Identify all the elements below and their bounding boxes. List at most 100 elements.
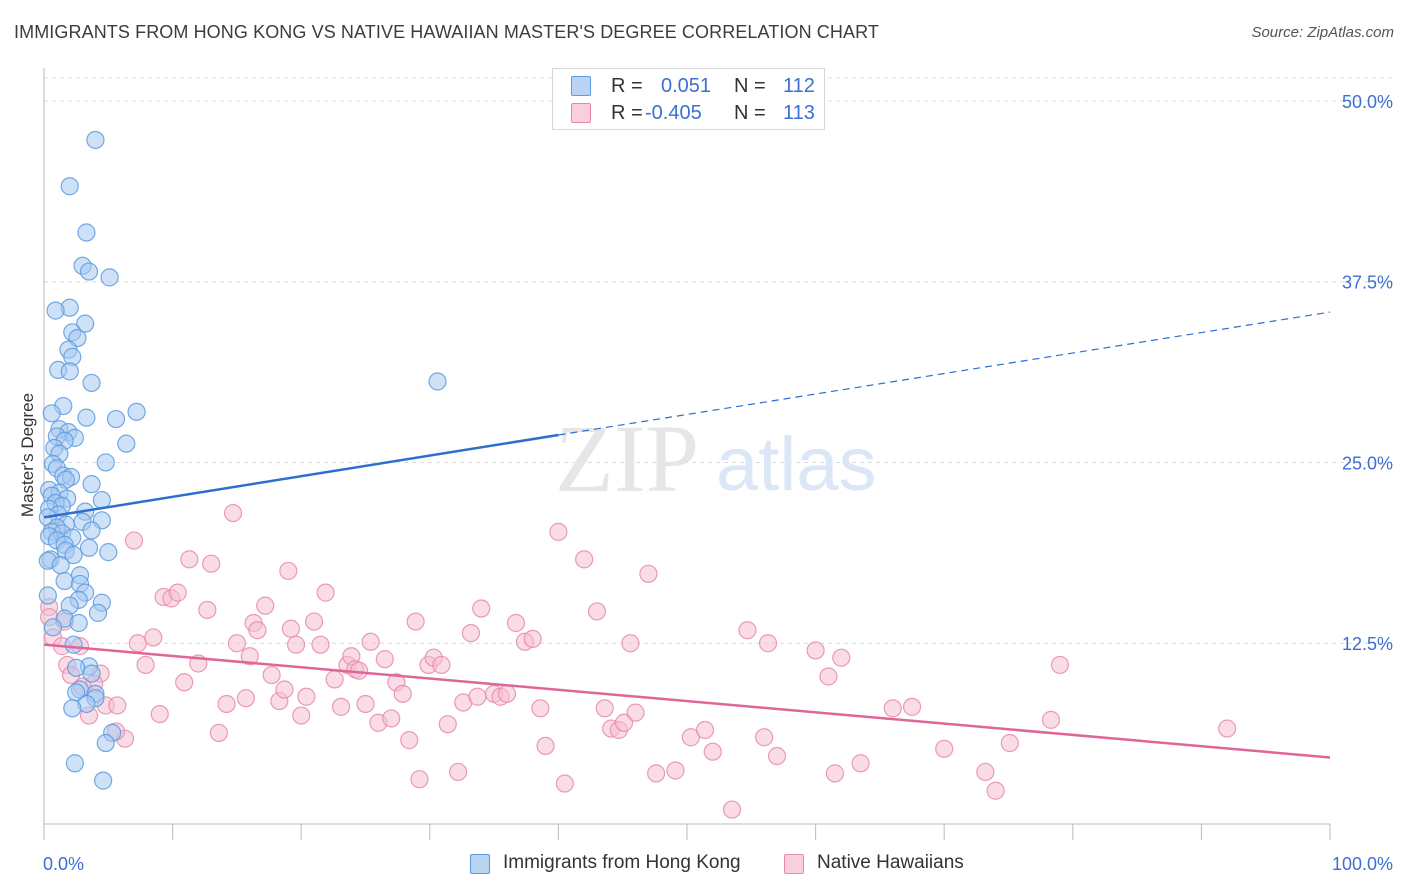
data-point-native-hawaiian bbox=[223, 503, 243, 523]
data-point-native-hawaiian bbox=[755, 728, 774, 747]
y-tick-label: 37.5% bbox=[1342, 273, 1393, 293]
data-point-native-hawaiian bbox=[217, 694, 236, 714]
y-tick-label: 25.0% bbox=[1342, 453, 1393, 473]
data-point-hong-kong bbox=[76, 314, 95, 333]
data-point-native-hawaiian bbox=[575, 550, 594, 569]
data-point-native-hawaiian bbox=[614, 713, 634, 732]
legend-swatch-blue bbox=[470, 854, 490, 874]
data-point-native-hawaiian bbox=[331, 697, 351, 716]
data-point-native-hawaiian bbox=[448, 762, 468, 782]
data-point-native-hawaiian bbox=[1050, 655, 1070, 675]
data-point-hong-kong bbox=[67, 658, 86, 677]
data-point-hong-kong bbox=[82, 521, 101, 540]
trend-line-hong-kong-extension bbox=[558, 311, 1331, 436]
data-point-native-hawaiian bbox=[297, 687, 316, 706]
data-point-hong-kong bbox=[69, 613, 88, 633]
data-point-native-hawaiian bbox=[275, 680, 294, 699]
data-point-native-hawaiian bbox=[279, 561, 298, 581]
data-point-hong-kong bbox=[428, 372, 447, 391]
data-point-native-hawaiian bbox=[523, 629, 542, 648]
data-point-native-hawaiian bbox=[703, 742, 722, 761]
data-point-native-hawaiian bbox=[262, 665, 281, 685]
data-point-hong-kong bbox=[65, 754, 84, 773]
data-point-native-hawaiian bbox=[549, 522, 568, 541]
data-point-native-hawaiian bbox=[375, 650, 394, 669]
tick-labels: 12.5% 25.0% 37.5% 50.0% 0.0% 100.0% bbox=[43, 92, 1393, 874]
data-point-native-hawaiian bbox=[851, 754, 870, 773]
data-point-native-hawaiian bbox=[468, 687, 487, 706]
data-point-native-hawaiian bbox=[986, 781, 1005, 800]
data-point-native-hawaiian bbox=[316, 583, 335, 602]
data-point-native-hawaiian bbox=[461, 624, 481, 643]
series-legend: Immigrants from Hong Kong Native Hawaiia… bbox=[0, 850, 1406, 880]
chart-title: IMMIGRANTS FROM HONG KONG VS NATIVE HAWA… bbox=[14, 22, 879, 42]
trend-lines bbox=[43, 311, 1331, 759]
data-point-native-hawaiian bbox=[292, 706, 311, 725]
data-point-native-hawaiian bbox=[536, 736, 555, 756]
data-point-native-hawaiian bbox=[722, 800, 742, 819]
chart-source: Source: ZipAtlas.com bbox=[1251, 24, 1394, 41]
data-point-native-hawaiian bbox=[128, 634, 147, 653]
data-point-hong-kong bbox=[96, 453, 115, 472]
data-point-hong-kong bbox=[42, 404, 61, 423]
data-point-hong-kong bbox=[99, 543, 118, 562]
legend-r-value: 0.051 bbox=[661, 75, 712, 97]
data-point-native-hawaiian bbox=[236, 689, 256, 708]
data-point-native-hawaiian bbox=[240, 647, 259, 666]
data-point-hong-kong bbox=[106, 409, 126, 429]
data-point-hong-kong bbox=[127, 402, 146, 421]
data-point-native-hawaiian bbox=[647, 764, 666, 783]
grid-lines bbox=[44, 77, 1392, 644]
data-point-native-hawaiian bbox=[595, 699, 614, 718]
data-point-native-hawaiian bbox=[286, 635, 306, 654]
data-point-native-hawaiian bbox=[819, 667, 838, 686]
data-point-hong-kong bbox=[86, 130, 105, 150]
data-point-hong-kong bbox=[63, 699, 82, 718]
data-point-hong-kong bbox=[82, 664, 101, 683]
legend-r-label: R = bbox=[611, 102, 643, 124]
data-point-native-hawaiian bbox=[361, 632, 380, 651]
data-point-native-hawaiian bbox=[393, 684, 412, 703]
data-point-native-hawaiian bbox=[472, 599, 491, 618]
legend-swatch-pink bbox=[784, 854, 804, 874]
data-point-hong-kong bbox=[64, 545, 83, 565]
hong-kong-points bbox=[38, 130, 447, 790]
data-point-native-hawaiian bbox=[410, 770, 429, 789]
data-point-native-hawaiian bbox=[497, 684, 517, 703]
watermark-atlas: atlas bbox=[716, 422, 877, 507]
data-point-native-hawaiian bbox=[175, 673, 194, 692]
legend-swatch-blue bbox=[571, 76, 591, 96]
data-point-hong-kong bbox=[60, 177, 79, 196]
data-point-hong-kong bbox=[51, 556, 70, 575]
data-point-hong-kong bbox=[38, 586, 57, 605]
data-point-native-hawaiian bbox=[825, 764, 844, 783]
trend-line-native-hawaiians bbox=[43, 643, 1331, 759]
data-point-native-hawaiian bbox=[626, 703, 645, 722]
data-point-native-hawaiian bbox=[209, 723, 228, 742]
legend-n-value: 112 bbox=[783, 75, 815, 97]
data-point-hong-kong bbox=[82, 373, 101, 393]
data-point-hong-kong bbox=[64, 635, 83, 654]
data-point-native-hawaiian bbox=[883, 699, 902, 718]
data-point-native-hawaiian bbox=[382, 709, 401, 728]
legend-n-value: 113 bbox=[783, 102, 815, 124]
data-point-native-hawaiian bbox=[227, 634, 246, 653]
legend-r-value: -0.405 bbox=[645, 102, 702, 124]
data-point-native-hawaiian bbox=[1041, 710, 1061, 729]
data-point-hong-kong bbox=[60, 362, 79, 381]
legend-n-label: N = bbox=[734, 102, 766, 124]
x-tick-label-max: 100.0% bbox=[1332, 854, 1393, 874]
watermark-zip: ZIP bbox=[555, 405, 699, 512]
data-point-native-hawaiian bbox=[281, 619, 301, 638]
y-tick-label: 50.0% bbox=[1342, 92, 1393, 112]
data-point-hong-kong bbox=[96, 733, 115, 753]
native-hawaiians-points bbox=[40, 503, 1237, 819]
data-point-hong-kong bbox=[79, 538, 99, 557]
data-point-native-hawaiian bbox=[248, 621, 267, 640]
data-point-native-hawaiian bbox=[168, 583, 187, 602]
data-point-native-hawaiian bbox=[935, 739, 954, 758]
legend-label-hong-kong: Immigrants from Hong Kong bbox=[503, 852, 741, 873]
data-point-native-hawaiian bbox=[144, 628, 163, 647]
data-point-native-hawaiian bbox=[180, 550, 199, 569]
